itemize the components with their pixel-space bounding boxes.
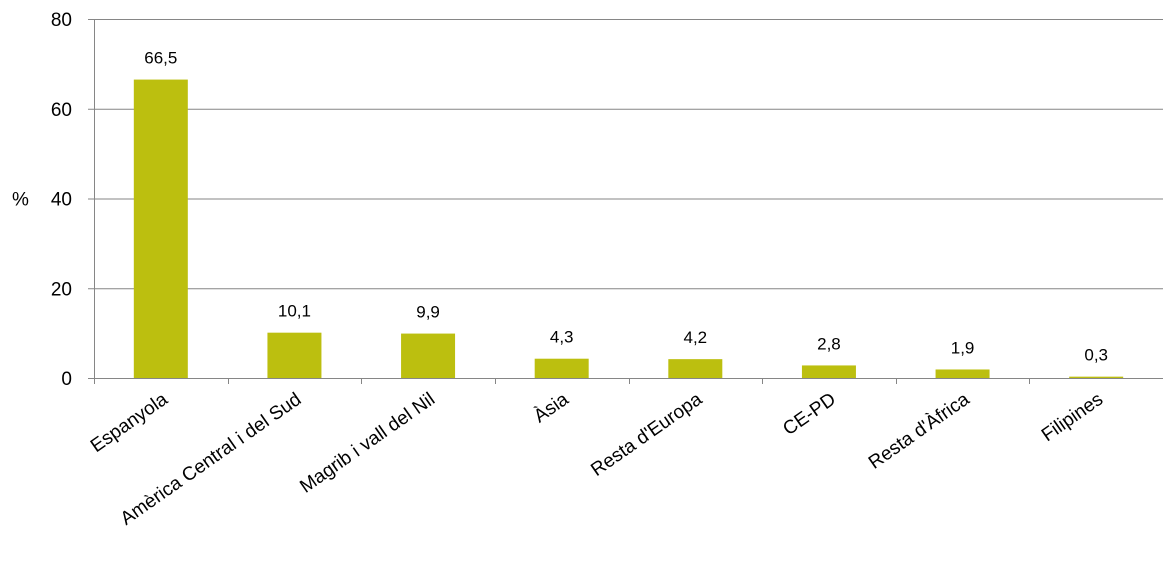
- bar: [801, 365, 856, 378]
- y-tick-label: 40: [51, 190, 72, 211]
- y-tick-label: 60: [51, 100, 72, 121]
- data-label: 4,3: [550, 328, 574, 347]
- y-tick-label: 0: [61, 369, 72, 390]
- y-tick-labels: 0 20 40 60 80: [51, 10, 72, 390]
- bars: [133, 79, 1124, 379]
- data-label: 4,2: [683, 328, 707, 347]
- x-category-label: Àsia: [530, 389, 573, 428]
- bar: [1069, 376, 1124, 378]
- y-tick-label: 80: [51, 10, 72, 31]
- x-category-label: CE-PD: [779, 389, 839, 440]
- data-label: 0,3: [1084, 346, 1108, 365]
- x-category-label: Resta d'Àfrica: [865, 389, 974, 474]
- data-label: 9,9: [416, 303, 440, 322]
- data-label: 1,9: [951, 338, 975, 357]
- data-label: 2,8: [817, 334, 841, 353]
- y-axis-title: %: [12, 190, 29, 211]
- data-label: 66,5: [144, 49, 177, 68]
- data-label: 10,1: [278, 302, 311, 321]
- bar: [935, 369, 990, 378]
- x-category-label: Resta d'Europa: [587, 389, 706, 481]
- bar: [267, 332, 322, 378]
- x-category-label: Filipines: [1038, 389, 1107, 446]
- axes: [88, 19, 1163, 384]
- bar: [133, 79, 188, 379]
- x-category-label: Espanyola: [87, 389, 172, 457]
- gridlines: [94, 19, 1163, 290]
- y-tick-label: 20: [51, 279, 72, 300]
- bar: [668, 359, 723, 378]
- bar: [401, 333, 456, 378]
- x-category-label: Magrib i vall del Nil: [296, 389, 439, 498]
- bar: [534, 358, 589, 378]
- data-labels: 66,5 10,1 9,9 4,3 4,2 2,8 1,9 0,3: [144, 49, 1108, 365]
